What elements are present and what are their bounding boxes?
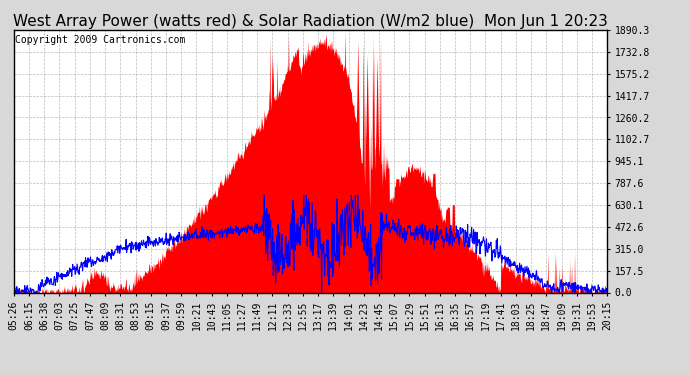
Title: West Array Power (watts red) & Solar Radiation (W/m2 blue)  Mon Jun 1 20:23: West Array Power (watts red) & Solar Rad… <box>13 14 608 29</box>
Text: Copyright 2009 Cartronics.com: Copyright 2009 Cartronics.com <box>15 35 186 45</box>
